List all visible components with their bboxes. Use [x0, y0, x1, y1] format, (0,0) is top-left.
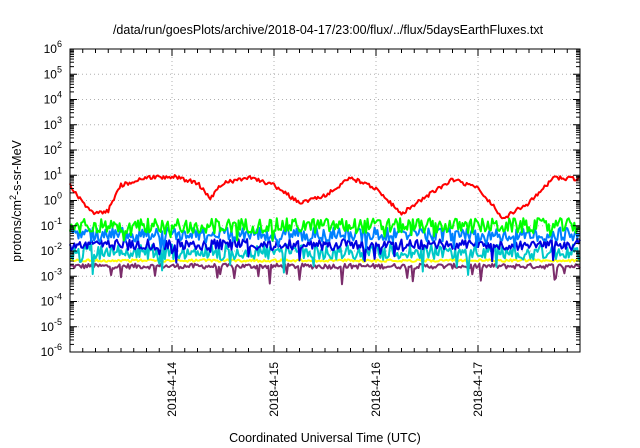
y-tick-label-exponent: 5 — [57, 64, 62, 74]
y-tick-label-base: 10 — [44, 118, 58, 132]
y-tick-label-base: 10 — [41, 345, 55, 359]
y-tick-label-exponent: -3 — [54, 266, 62, 276]
x-tick-label: 2018-4-17 — [471, 362, 485, 417]
y-tick-label-base: 10 — [44, 42, 58, 56]
y-tick-label: 100 — [44, 191, 62, 208]
x-axis-labels: 2018-4-14 2018-4-15 2018-4-16 2018-4-17 — [165, 362, 485, 417]
y-tick-label-base: 10 — [41, 320, 55, 334]
series-line — [69, 226, 581, 250]
y-tick-label: 10-2 — [41, 241, 62, 258]
y-tick-label-base: 10 — [41, 295, 55, 309]
y-tick-label: 10-3 — [41, 266, 62, 283]
y-tick-label: 10-6 — [41, 342, 62, 359]
y-tick-label: 10-1 — [41, 216, 62, 233]
y-tick-label-base: 10 — [44, 67, 58, 81]
y-tick-label-exponent: 0 — [57, 191, 62, 201]
y-tick-label-exponent: 2 — [57, 140, 62, 150]
x-tick-label: 2018-4-15 — [267, 362, 281, 417]
series-line — [69, 262, 581, 286]
y-tick-label: 103 — [44, 115, 62, 132]
y-axis-title-part: protons/cm — [10, 200, 24, 262]
series-group — [69, 174, 581, 286]
y-tick-label-base: 10 — [41, 219, 55, 233]
grid-lines — [70, 49, 580, 352]
y-tick-label: 104 — [44, 90, 62, 107]
axis-ticks — [70, 48, 580, 353]
y-tick-label-exponent: -6 — [54, 342, 62, 352]
y-tick-label-exponent: 6 — [57, 39, 62, 49]
y-tick-label: 106 — [44, 39, 62, 56]
y-axis-title-superscript: 2 — [8, 195, 18, 200]
x-tick-label: 2018-4-14 — [165, 362, 179, 417]
y-tick-label-exponent: -4 — [54, 292, 62, 302]
y-tick-label-base: 10 — [44, 93, 58, 107]
series-line — [69, 217, 581, 242]
y-tick-label-exponent: 4 — [57, 90, 62, 100]
series-line — [69, 238, 581, 264]
y-tick-label: 101 — [44, 165, 62, 182]
y-tick-label-base: 10 — [44, 168, 58, 182]
y-tick-label-base: 10 — [44, 143, 58, 157]
y-tick-label-exponent: -1 — [54, 216, 62, 226]
y-tick-label-exponent: 1 — [57, 165, 62, 175]
y-tick-label-exponent: 3 — [57, 115, 62, 125]
y-tick-label: 10-5 — [41, 317, 62, 334]
x-axis-title: Coordinated Universal Time (UTC) — [229, 431, 421, 445]
y-tick-label-base: 10 — [41, 269, 55, 283]
y-tick-label-base: 10 — [44, 194, 58, 208]
y-tick-label-exponent: -5 — [54, 317, 62, 327]
y-tick-label-base: 10 — [41, 244, 55, 258]
x-tick-label: 2018-4-16 — [369, 362, 383, 417]
y-tick-label: 105 — [44, 64, 62, 81]
chart-title: /data/run/goesPlots/archive/2018-04-17/2… — [113, 23, 544, 37]
y-axis-labels: 10-610-510-410-310-210-11001011021031041… — [41, 39, 62, 359]
series-line — [69, 174, 581, 220]
series-line — [69, 258, 581, 263]
y-axis-title: protons/cm2-s-sr-MeV — [8, 139, 24, 261]
y-tick-label: 102 — [44, 140, 62, 157]
y-tick-label: 10-4 — [41, 292, 62, 309]
y-axis-title-part: -s-sr-MeV — [10, 139, 24, 195]
y-tick-label-exponent: -2 — [54, 241, 62, 251]
